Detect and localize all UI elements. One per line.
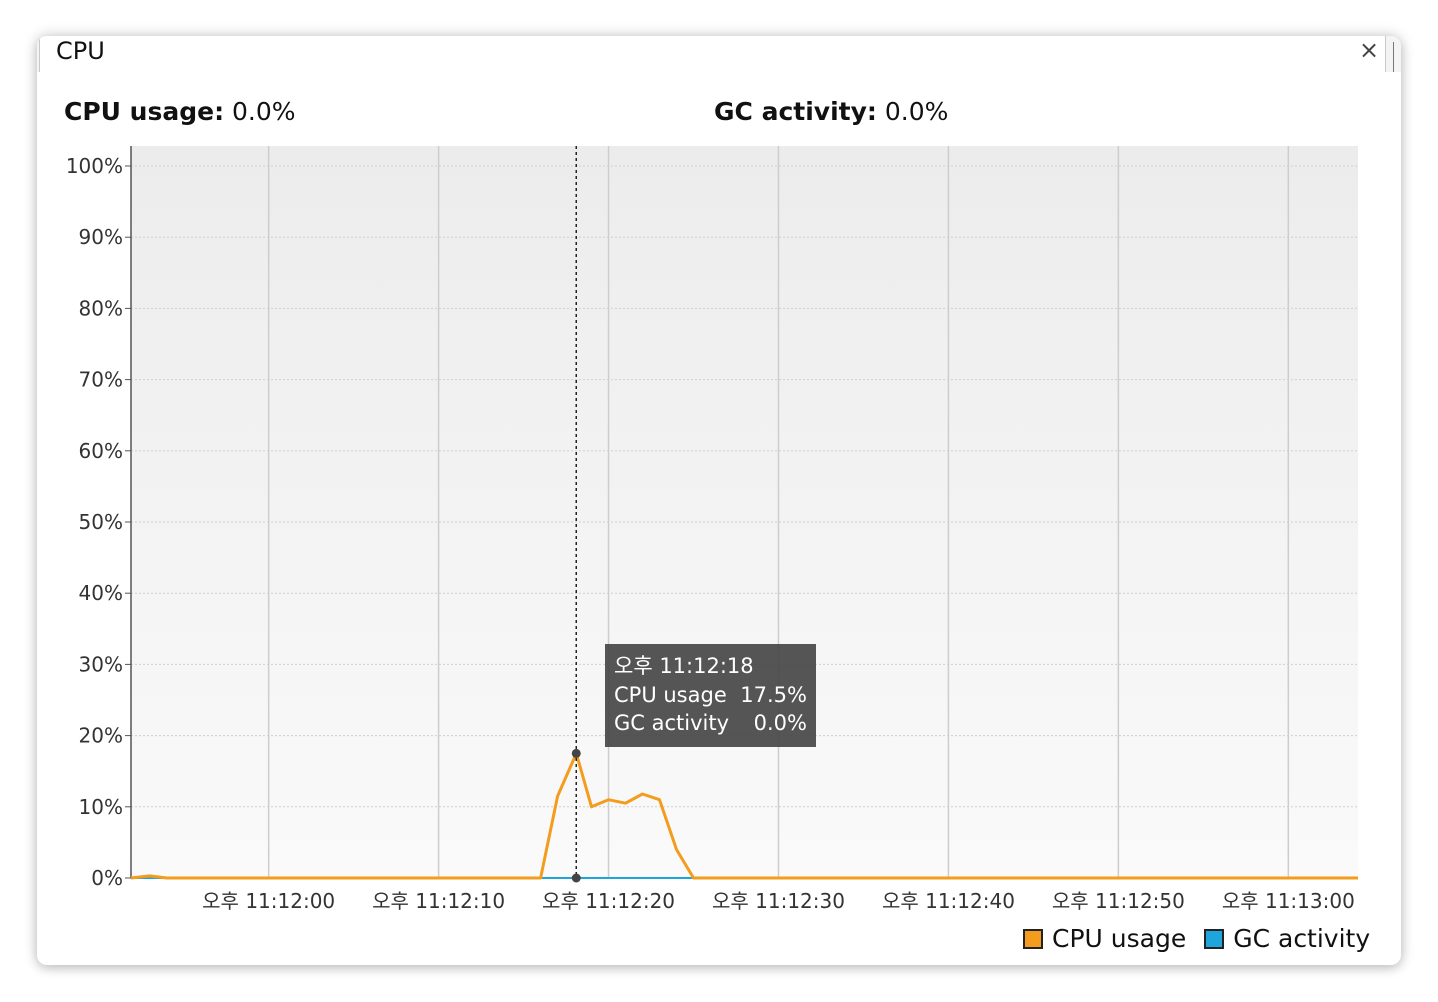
y-tick-label: 20%	[79, 724, 123, 748]
tab-title: CPU	[56, 37, 105, 65]
tooltip-gc-label: GC activity	[614, 711, 730, 735]
cpu-usage-value: 0.0%	[232, 97, 296, 126]
y-tick-label: 0%	[91, 866, 123, 890]
chart-legend: CPU usage GC activity	[1023, 924, 1388, 953]
legend-label-cpu: CPU usage	[1052, 924, 1187, 953]
cpu-usage-line	[130, 751, 1358, 880]
cpu-usage-stat: CPU usage: 0.0%	[64, 96, 296, 128]
tab-divider	[1393, 42, 1394, 72]
tooltip-gc-value: 0.0%	[753, 711, 807, 735]
close-icon[interactable]: ×	[1358, 36, 1380, 64]
legend-swatch-gc	[1204, 928, 1225, 949]
gc-activity-value: 0.0%	[884, 97, 949, 126]
cursor-point-cpu	[571, 748, 581, 758]
cursor-point-gc	[571, 873, 581, 883]
title-bar: CPU ×	[37, 36, 1401, 72]
tooltip-cpu-value: 17.5%	[740, 682, 807, 707]
legend-item-cpu[interactable]: CPU usage	[1023, 924, 1186, 953]
gc-activity-label: GC activity:	[714, 97, 877, 126]
y-tick-label: 50%	[79, 510, 123, 534]
y-tick-label: 80%	[79, 296, 123, 320]
tooltip-cpu-label: CPU usage	[614, 682, 727, 707]
gc-activity-stat: GC activity: 0.0%	[714, 96, 948, 128]
tab-cpu[interactable]: CPU ×	[39, 36, 1386, 72]
cpu-window: CPU × CPU usage: 0.0% GC activity: 0.0% …	[37, 36, 1401, 965]
y-tick-label: 10%	[79, 795, 123, 819]
legend-label-gc: GC activity	[1233, 924, 1371, 953]
tooltip-row-cpu: CPU usage 17.5%	[614, 681, 807, 710]
x-tick-label: 오후 11:12:40	[882, 889, 1015, 913]
cpu-chart[interactable]: 0% 10% 20% 30% 40% 50% 60% 70% 80% 90% 100% 오후 11:1…	[37, 36, 1401, 965]
legend-item-gc[interactable]: GC activity	[1204, 924, 1370, 953]
x-tick-label: 오후 11:12:30	[712, 889, 845, 913]
x-tick-label: 오후 11:12:10	[372, 889, 505, 913]
x-tick-label: 오후 11:13:00	[1222, 889, 1355, 913]
y-tick-label: 60%	[79, 439, 123, 463]
plot-area	[131, 146, 1358, 878]
hover-tooltip: 오후 11:12:18 CPU usage 17.5% GC activity …	[605, 644, 816, 747]
cpu-usage-label: CPU usage:	[64, 97, 225, 126]
legend-swatch-cpu	[1023, 928, 1043, 949]
tooltip-time: 오후 11:12:18	[614, 654, 754, 678]
x-tick-label: 오후 11:12:50	[1052, 889, 1185, 913]
x-tick-label: 오후 11:12:00	[202, 889, 335, 913]
x-tick-label: 오후 11:12:20	[542, 889, 675, 913]
y-tick-label: 70%	[79, 368, 123, 392]
y-tick-label: 30%	[79, 652, 123, 676]
y-tick-label: 100%	[66, 154, 123, 178]
y-tick-label: 40%	[79, 581, 123, 605]
tooltip-time-row: 오후 11:12:18	[614, 652, 807, 681]
y-tick-label: 90%	[79, 225, 123, 249]
tooltip-row-gc: GC activity 0.0%	[614, 709, 807, 738]
